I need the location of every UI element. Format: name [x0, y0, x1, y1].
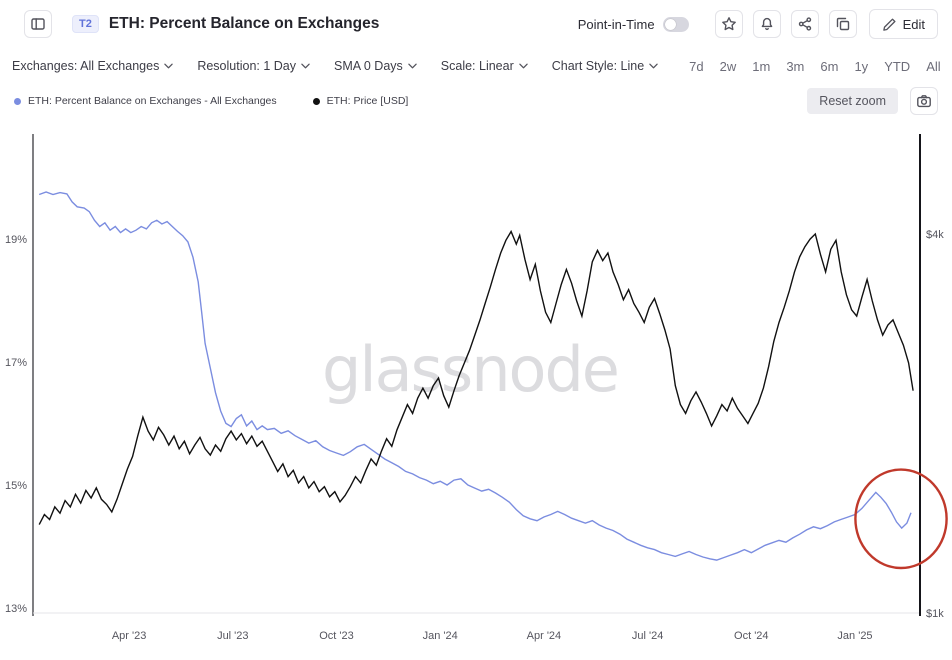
range-button-6m[interactable]: 6m — [813, 55, 845, 78]
svg-text:Apr '24: Apr '24 — [527, 630, 562, 642]
point-in-time-label: Point-in-Time — [577, 16, 655, 32]
svg-text:Jul '23: Jul '23 — [217, 630, 248, 642]
screenshot-button[interactable] — [910, 87, 938, 115]
left-axis-labels: 19% 17% 15% 13% — [5, 234, 27, 615]
page-title: ETH: Percent Balance on Exchanges — [108, 15, 380, 32]
range-button-3m[interactable]: 3m — [779, 55, 811, 78]
chevron-down-icon — [301, 63, 310, 69]
exchanges-dropdown-label: Exchanges: All Exchanges — [12, 59, 160, 73]
svg-text:Jul '24: Jul '24 — [632, 630, 663, 642]
sma-dropdown[interactable]: SMA 0 Days — [334, 59, 417, 73]
share-button[interactable] — [790, 10, 819, 38]
chevron-down-icon — [519, 63, 528, 69]
svg-text:Jan '25: Jan '25 — [837, 630, 872, 642]
svg-text:13%: 13% — [5, 603, 27, 615]
chart-style-dropdown[interactable]: Chart Style: Line — [552, 59, 658, 73]
legend-item-percent-balance[interactable]: ETH: Percent Balance on Exchanges - All … — [14, 95, 277, 107]
svg-text:$1k: $1k — [926, 608, 944, 620]
camera-icon — [917, 95, 931, 108]
range-button-2w[interactable]: 2w — [713, 55, 744, 78]
svg-text:Oct '24: Oct '24 — [734, 630, 769, 642]
legend-label-percent: ETH: Percent Balance on Exchanges - All … — [28, 95, 277, 107]
legend-dot-percent — [14, 97, 21, 105]
svg-text:Jan '24: Jan '24 — [423, 630, 458, 642]
price-line — [38, 229, 914, 525]
scale-dropdown-label: Scale: Linear — [440, 59, 514, 73]
svg-text:19%: 19% — [5, 234, 27, 246]
legend-label-price: ETH: Price [USD] — [326, 95, 409, 107]
resolution-dropdown-label: Resolution: 1 Day — [197, 59, 296, 73]
svg-text:17%: 17% — [5, 357, 27, 369]
x-axis-labels: Apr '23 Jul '23 Oct '23 Jan '24 Apr '24 Jul '… — [112, 630, 873, 642]
right-axis-labels: $4k $1k — [926, 229, 944, 620]
range-button-1m[interactable]: 1m — [745, 55, 777, 78]
range-button-7d[interactable]: 7d — [682, 55, 710, 78]
pencil-icon — [882, 18, 896, 31]
annotation-circle — [854, 468, 948, 570]
range-button-all[interactable]: All — [919, 55, 947, 78]
percent-balance-line — [38, 191, 912, 561]
chevron-down-icon — [408, 63, 417, 69]
legend-dot-price — [312, 97, 320, 105]
range-button-1y[interactable]: 1y — [847, 55, 875, 78]
sma-dropdown-label: SMA 0 Days — [334, 59, 403, 73]
time-range-group: 7d 2w 1m 3m 6m 1y YTD All — [682, 55, 947, 78]
edit-button[interactable]: Edit — [868, 9, 938, 39]
chevron-down-icon — [649, 63, 658, 69]
chevron-down-icon — [164, 63, 174, 69]
resolution-dropdown[interactable]: Resolution: 1 Day — [197, 59, 310, 73]
header: T2 ETH: Percent Balance on Exchanges Poi… — [0, 0, 952, 48]
favorite-button[interactable] — [714, 10, 743, 38]
range-button-ytd[interactable]: YTD — [877, 55, 917, 78]
reset-zoom-button[interactable]: Reset zoom — [807, 88, 898, 114]
point-in-time-toggle[interactable] — [662, 16, 689, 32]
tier-badge: T2 — [72, 15, 99, 33]
chart-toolbar: Exchanges: All Exchanges Resolution: 1 D… — [0, 48, 952, 84]
watermark: glassnode — [322, 333, 618, 406]
star-icon — [721, 17, 736, 31]
svg-text:Oct '23: Oct '23 — [319, 630, 354, 642]
panel-left-icon — [31, 18, 45, 30]
legend-item-price[interactable]: ETH: Price [USD] — [312, 95, 409, 107]
exchanges-dropdown[interactable]: Exchanges: All Exchanges — [12, 59, 174, 73]
scale-dropdown[interactable]: Scale: Linear — [441, 59, 528, 73]
chart-plot-area[interactable]: glassnode Apr '23 Jul '23 Oct '23 Jan '24 Ap… — [0, 126, 952, 656]
chart-style-dropdown-label: Chart Style: Line — [551, 59, 645, 73]
svg-text:$4k: $4k — [926, 229, 944, 241]
svg-text:15%: 15% — [5, 480, 27, 492]
bell-icon — [761, 17, 772, 31]
toggle-knob — [664, 18, 676, 30]
sidebar-toggle-button[interactable] — [24, 10, 52, 38]
alerts-button[interactable] — [752, 10, 781, 38]
svg-text:Apr '23: Apr '23 — [112, 630, 147, 642]
copy-button[interactable] — [828, 10, 857, 38]
share-icon — [798, 17, 811, 31]
legend-bar: ETH: Percent Balance on Exchanges - All … — [0, 84, 952, 118]
copy-icon — [836, 17, 849, 31]
edit-button-label: Edit — [902, 16, 925, 32]
